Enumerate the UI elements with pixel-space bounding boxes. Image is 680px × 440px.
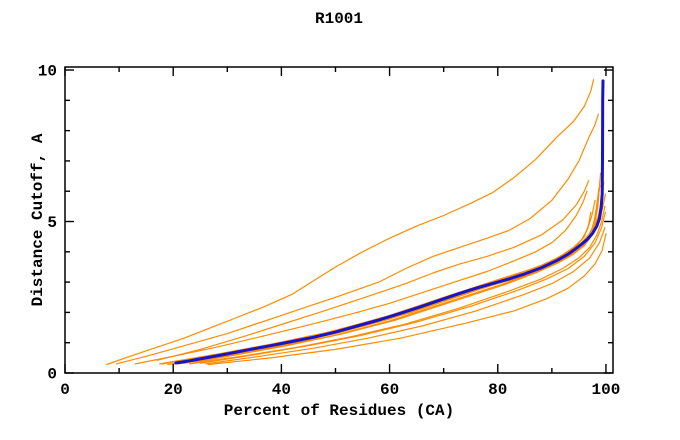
x-tick-label-60: 60 (380, 381, 399, 399)
x-tick-label-100: 100 (592, 381, 621, 399)
y-tick-label-5: 5 (47, 214, 57, 232)
x-tick-label-80: 80 (488, 381, 507, 399)
curve-model-mid-2 (134, 190, 588, 365)
x-tick-label-20: 20 (164, 381, 183, 399)
model-curves (106, 79, 607, 366)
curve-model-13 (205, 227, 606, 365)
curve-model-12 (199, 211, 607, 364)
curve-model-outlier-2 (115, 113, 600, 365)
tick-labels: 0 20 40 60 80 100 0 5 10 (38, 63, 621, 399)
y-tick-label-10: 10 (38, 63, 57, 81)
plot-frame (64, 66, 614, 374)
x-tick-label-40: 40 (272, 381, 291, 399)
y-tick-label-0: 0 (47, 366, 57, 384)
x-tick-label-0: 0 (60, 381, 70, 399)
y-axis-label: Distance Cutoff, A (29, 133, 47, 306)
curve-median (174, 79, 605, 365)
x-axis-label: Percent of Residues (CA) (224, 402, 454, 420)
curve-model-mid-1 (156, 180, 590, 361)
curve-model-outlier-1 (106, 79, 595, 366)
curve-model-14-low (207, 233, 607, 366)
chart-title: R1001 (315, 10, 363, 28)
axis-ticks (64, 67, 613, 374)
